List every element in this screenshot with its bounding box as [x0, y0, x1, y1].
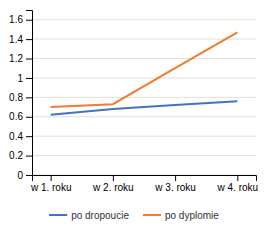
tick-label: 1: [17, 73, 23, 84]
legend-label: po dyplomie: [165, 210, 219, 221]
series-group: [51, 32, 238, 115]
grid-line: [32, 116, 256, 117]
plot: 0 0.2 0.4 0.6 0.8 1 1.2 1.4 1.6 w 1. roku w 2. rok…: [9, 11, 258, 194]
tick-label: w 3. roku: [154, 182, 196, 193]
tick-label: 1.2: [9, 53, 23, 64]
grid-line: [32, 155, 256, 156]
tick-label: 0.8: [9, 92, 23, 103]
tick-label: 1.4: [9, 34, 23, 45]
tick-label: w 2. roku: [92, 182, 134, 193]
grid: [32, 20, 256, 175]
legend-swatch: [143, 214, 161, 216]
tick-label: 0.2: [9, 150, 23, 161]
grid-line: [32, 77, 256, 78]
tick: w 2. roku: [92, 175, 134, 193]
tick-mark: [26, 136, 32, 137]
tick-mark: [26, 156, 32, 157]
tick-mark: [26, 59, 32, 60]
y-axis: 0 0.2 0.4 0.6 0.8 1 1.2 1.4 1.6: [9, 11, 32, 181]
grid-line: [32, 19, 256, 20]
tick: 0.4: [9, 131, 32, 142]
legend: po dropoucie po dyplomie: [49, 210, 219, 221]
series-line: [51, 32, 238, 107]
tick-label: 0.6: [9, 111, 23, 122]
grid-line: [32, 97, 256, 98]
tick-mark: [26, 39, 32, 40]
tick-label: 0: [17, 170, 23, 181]
tick-mark: [26, 175, 32, 176]
tick-mark: [26, 117, 32, 118]
axis-domain: [26, 11, 33, 176]
grid-line: [32, 136, 256, 137]
legend-swatch: [49, 214, 67, 216]
tick: 0.8: [9, 92, 32, 103]
tick-mark: [175, 175, 176, 181]
tick: 1.2: [9, 53, 32, 64]
tick-label: w 4. roku: [217, 182, 259, 193]
tick-mark: [113, 175, 114, 181]
tick-mark: [51, 175, 52, 181]
chart: 0 0.2 0.4 0.6 0.8 1 1.2 1.4 1.6 w 1. roku w 2. rok…: [0, 0, 268, 227]
legend-item: po dropoucie: [49, 210, 129, 221]
tick-mark: [26, 20, 32, 21]
tick: 1: [17, 73, 32, 84]
tick: w 4. roku: [217, 175, 259, 193]
grid-line: [32, 39, 256, 40]
axis-domain: [33, 176, 257, 182]
tick-mark: [237, 175, 238, 181]
tick: 0.6: [9, 111, 32, 122]
tick-label: 1.6: [9, 14, 23, 25]
grid-line: [32, 58, 256, 59]
tick-label: w 1. roku: [30, 182, 72, 193]
tick: 0: [17, 170, 32, 181]
tick: 1.6: [9, 14, 32, 25]
tick: 1.4: [9, 34, 32, 45]
legend-item: po dyplomie: [143, 210, 219, 221]
tick-mark: [26, 78, 32, 79]
legend-label: po dropoucie: [71, 210, 129, 221]
tick: w 1. roku: [30, 175, 72, 193]
tick: 0.2: [9, 150, 32, 161]
series-line: [51, 101, 238, 115]
tick-label: 0.4: [9, 131, 23, 142]
x-axis: w 1. roku w 2. roku w 3. roku w 4. roku: [30, 175, 258, 193]
tick: w 3. roku: [154, 175, 196, 193]
tick-mark: [26, 97, 32, 98]
